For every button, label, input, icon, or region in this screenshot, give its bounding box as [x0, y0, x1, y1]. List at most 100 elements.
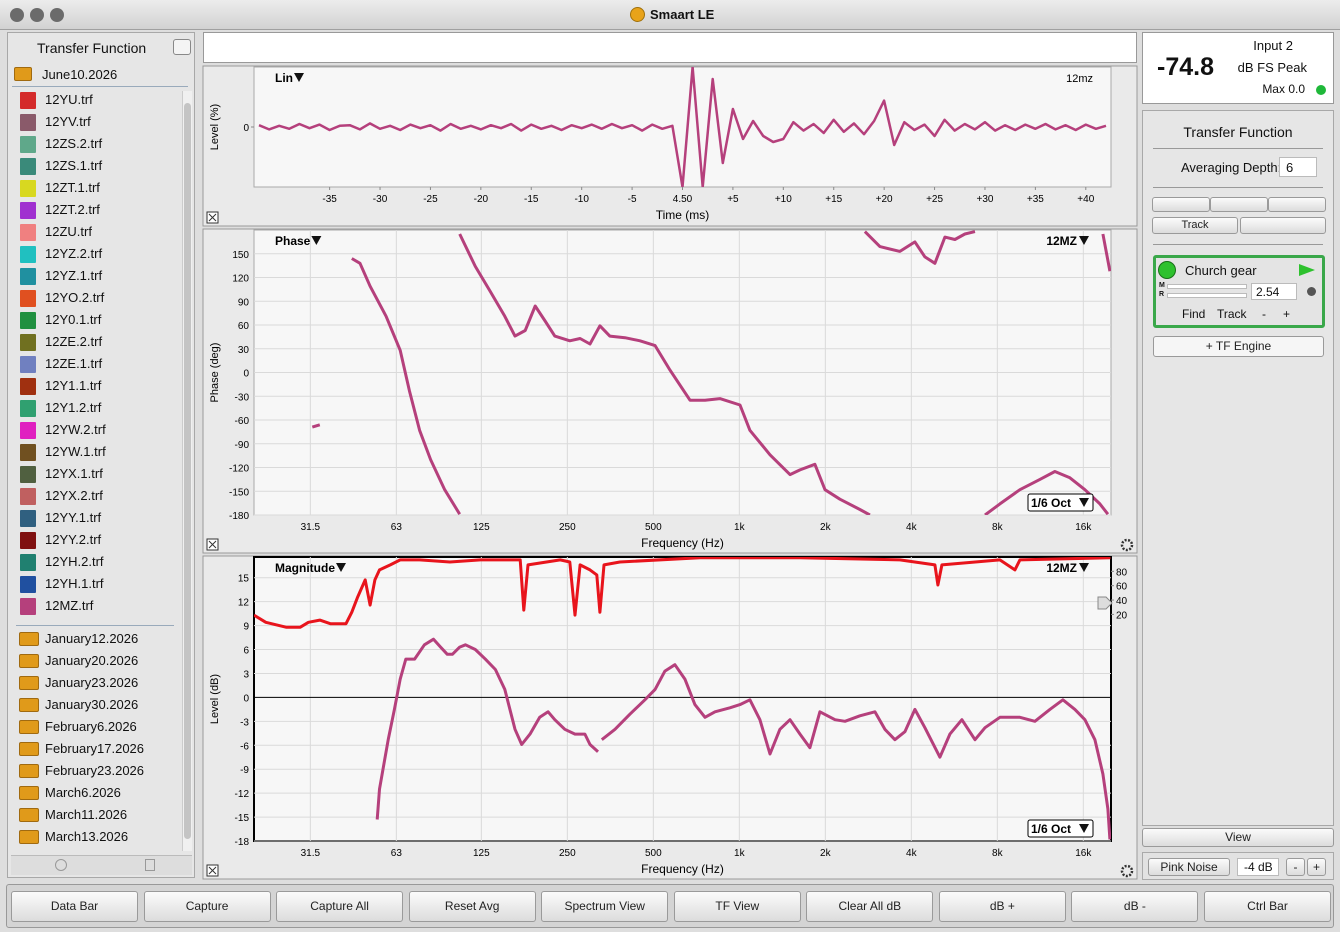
file-row[interactable]: 12YU.trf: [12, 89, 180, 111]
y-tick-label: -60: [235, 416, 250, 427]
find-button[interactable]: Find: [1182, 307, 1206, 321]
file-row[interactable]: 12YY.2.trf: [12, 529, 180, 551]
file-row[interactable]: 12YH.2.trf: [12, 551, 180, 573]
file-row[interactable]: 12YV.trf: [12, 111, 180, 133]
file-name: 12YZ.1.trf: [45, 268, 103, 283]
file-row[interactable]: 12Y0.1.trf: [12, 309, 180, 331]
engine[interactable]: Church gear M R 2.54 Find Track - +: [1153, 255, 1325, 328]
track-button[interactable]: Track: [1152, 217, 1238, 234]
stop-button[interactable]: [1210, 197, 1268, 212]
trash-button[interactable]: [145, 859, 155, 871]
x-tick-label: 2k: [820, 848, 832, 859]
folder-row[interactable]: March11.2026: [12, 804, 180, 826]
tf-panel-header: Transfer Function: [1183, 124, 1293, 140]
file-row[interactable]: 12ZS.1.trf: [12, 155, 180, 177]
zoom-button[interactable]: [50, 8, 64, 22]
file-row[interactable]: 12YX.1.trf: [12, 463, 180, 485]
file-row[interactable]: 12ZS.2.trf: [12, 133, 180, 155]
add-engine-button[interactable]: + TF Engine: [1153, 336, 1324, 357]
file-icon: [20, 180, 36, 197]
averaging-select[interactable]: 6: [1279, 157, 1317, 177]
delay-value: 2.54: [1256, 285, 1280, 299]
resolution-label: 1/6 Oct: [1031, 496, 1071, 510]
file-icon: [20, 224, 36, 241]
folder-name: January23.2026: [45, 675, 139, 690]
scroll-thumb[interactable]: [184, 103, 191, 839]
track-toggle[interactable]: Track: [1217, 307, 1247, 321]
toolbar-button[interactable]: Spectrum View: [541, 891, 669, 922]
info-button[interactable]: [55, 859, 67, 871]
pause-button[interactable]: [1268, 197, 1326, 212]
meter-unit[interactable]: dB FS Peak: [1237, 60, 1307, 75]
folder-row[interactable]: January12.2026: [12, 628, 180, 650]
folder-row[interactable]: January20.2026: [12, 650, 180, 672]
file-row[interactable]: 12ZT.1.trf: [12, 177, 180, 199]
generator-level[interactable]: -4 dB: [1237, 858, 1279, 876]
folder-row[interactable]: March6.2026: [12, 782, 180, 804]
sidebar-footer: [11, 855, 192, 875]
toolbar-button[interactable]: Capture All: [276, 891, 404, 922]
file-row[interactable]: 12YZ.2.trf: [12, 243, 180, 265]
y-tick-label: -180: [229, 511, 249, 522]
meter: Input 2 -74.8 dB FS Peak Max 0.0: [1142, 32, 1334, 104]
generator-button[interactable]: Pink Noise: [1148, 858, 1230, 876]
engine-play[interactable]: [1299, 264, 1315, 276]
folder-row[interactable]: January23.2026: [12, 672, 180, 694]
folder-row[interactable]: January30.2026: [12, 694, 180, 716]
file-row[interactable]: 12ZT.2.trf: [12, 199, 180, 221]
folder-row[interactable]: February17.2026: [12, 738, 180, 760]
toolbar-button[interactable]: dB -: [1071, 891, 1199, 922]
folder-icon: [19, 764, 39, 778]
delay-field[interactable]: 2.54: [1251, 283, 1297, 300]
file-row[interactable]: 12YX.2.trf: [12, 485, 180, 507]
file-row[interactable]: 12YZ.1.trf: [12, 265, 180, 287]
scrollbar[interactable]: [182, 91, 192, 851]
file-row[interactable]: 12YW.2.trf: [12, 419, 180, 441]
level-up[interactable]: +: [1307, 858, 1326, 876]
file-row[interactable]: 12ZU.trf: [12, 221, 180, 243]
file-row[interactable]: 12Y1.2.trf: [12, 397, 180, 419]
plus-button[interactable]: +: [1283, 307, 1291, 321]
tools-button[interactable]: [1240, 217, 1326, 234]
toolbar-button[interactable]: Ctrl Bar: [1204, 891, 1331, 922]
file-name: 12ZE.2.trf: [45, 334, 103, 349]
current-folder-row[interactable]: June10.2026: [12, 63, 188, 87]
close-plot-x: [208, 866, 217, 875]
folder-name: March13.2026: [45, 829, 129, 844]
view-button[interactable]: View: [1142, 828, 1334, 847]
meter-input[interactable]: Input 2: [1253, 38, 1293, 53]
file-row[interactable]: 12YW.1.trf: [12, 441, 180, 463]
minimize-button[interactable]: [30, 8, 44, 22]
folder-name: January30.2026: [45, 697, 139, 712]
minus-button[interactable]: -: [1262, 307, 1266, 321]
toolbar-button[interactable]: dB +: [938, 891, 1066, 922]
file-row[interactable]: 12Y1.1.trf: [12, 375, 180, 397]
y-tick-label: 0: [243, 693, 249, 704]
file-row[interactable]: 12YO.2.trf: [12, 287, 180, 309]
plot-area: [253, 556, 1112, 842]
file-row[interactable]: 12YY.1.trf: [12, 507, 180, 529]
y-tick-label: 0: [243, 369, 249, 380]
threshold-marker: [1097, 596, 1113, 610]
folder-name: February17.2026: [45, 741, 145, 756]
play-button[interactable]: [1152, 197, 1210, 212]
folder-row[interactable]: March13.2026: [12, 826, 180, 848]
toolbar-button[interactable]: Clear All dB: [806, 891, 934, 922]
sidebar-menu[interactable]: [173, 39, 191, 55]
toolbar-button[interactable]: Capture: [143, 891, 271, 922]
file-row[interactable]: 12ZE.1.trf: [12, 353, 180, 375]
level-down[interactable]: -: [1286, 858, 1305, 876]
file-row[interactable]: 12ZE.2.trf: [12, 331, 180, 353]
file-row[interactable]: 12MZ.trf: [12, 595, 180, 617]
file-row[interactable]: 12YH.1.trf: [12, 573, 180, 595]
toolbar-button[interactable]: TF View: [673, 891, 801, 922]
toolbar-button[interactable]: Reset Avg: [408, 891, 536, 922]
y2-tick-label: 60: [1116, 582, 1128, 593]
toolbar-button[interactable]: Data Bar: [11, 891, 138, 922]
folder-row[interactable]: February23.2026: [12, 760, 180, 782]
engine-led[interactable]: [1158, 261, 1176, 279]
y2-tick-label: 80: [1116, 567, 1128, 578]
divider: [1153, 148, 1323, 149]
close-button[interactable]: [10, 8, 24, 22]
folder-row[interactable]: February6.2026: [12, 716, 180, 738]
